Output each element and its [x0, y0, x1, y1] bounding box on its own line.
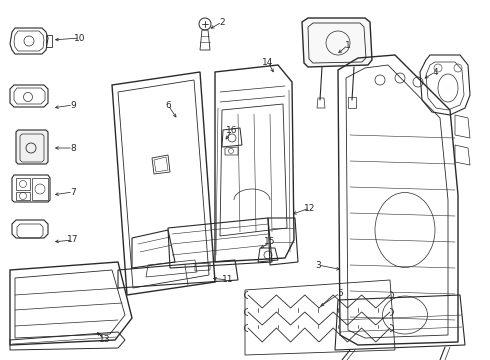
Text: 7: 7: [70, 188, 76, 197]
Text: 8: 8: [70, 144, 76, 153]
Text: 1: 1: [345, 41, 351, 50]
Text: 9: 9: [70, 100, 76, 109]
Text: 4: 4: [432, 68, 438, 77]
Text: 12: 12: [304, 203, 316, 212]
Polygon shape: [302, 18, 372, 67]
Text: 10: 10: [74, 33, 86, 42]
Polygon shape: [16, 130, 48, 164]
Text: 14: 14: [262, 58, 274, 67]
Text: 11: 11: [222, 275, 234, 284]
Text: 16: 16: [226, 126, 238, 135]
Text: 13: 13: [99, 336, 111, 345]
Text: 6: 6: [165, 100, 171, 109]
Text: 5: 5: [337, 288, 343, 297]
Text: 3: 3: [315, 261, 321, 270]
Text: 17: 17: [67, 235, 79, 244]
Text: 15: 15: [264, 238, 276, 247]
Text: 2: 2: [219, 18, 225, 27]
